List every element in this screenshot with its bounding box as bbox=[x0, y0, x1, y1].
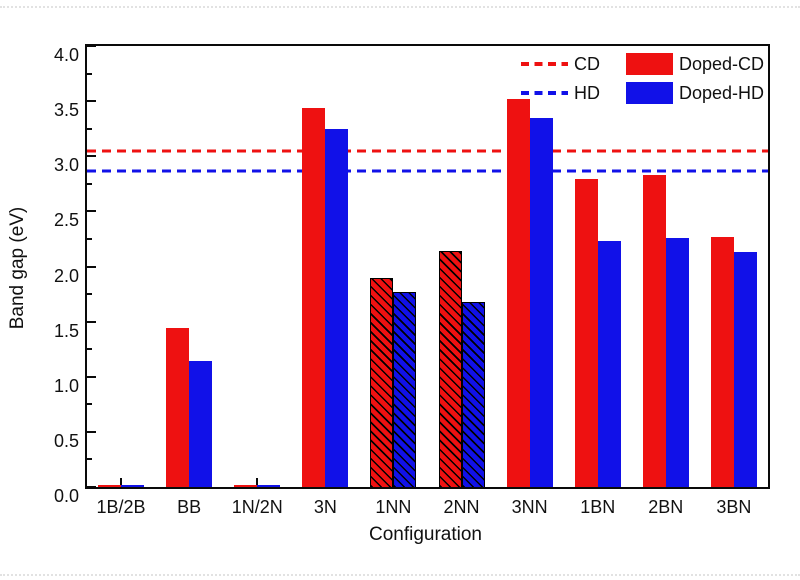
category-label-1b-2b: 1B/2B bbox=[96, 497, 146, 517]
y-tick-label-0.0: 0.0 bbox=[53, 486, 79, 506]
bar-pair-1n-2n bbox=[223, 484, 291, 487]
category-label-2bn: 2BN bbox=[648, 497, 684, 517]
bar-doped-hd-2bn bbox=[665, 237, 689, 487]
y-major-tick-1.50 bbox=[87, 320, 96, 323]
legend-doped-cd-swatch bbox=[625, 53, 673, 75]
group-2bn: 2BN bbox=[632, 46, 700, 517]
group-3n: 3N bbox=[291, 46, 359, 517]
y-major-tick-2.00 bbox=[87, 265, 96, 268]
y-tick-label-1.5: 1.5 bbox=[53, 320, 79, 341]
bar-doped-hd-bb bbox=[189, 361, 213, 487]
bar-doped-hd-3nn bbox=[529, 117, 553, 487]
y-major-tick-0.00 bbox=[87, 486, 96, 488]
y-tick-label-3.0: 3.0 bbox=[53, 155, 79, 176]
top-artifact-line bbox=[0, 6, 800, 8]
x-tick-1b-2b bbox=[120, 478, 123, 487]
bar-doped-cd-3n bbox=[302, 107, 326, 487]
bar-doped-hd-1nn bbox=[393, 291, 417, 487]
category-label-3n: 3N bbox=[313, 497, 337, 517]
y-major-tick-2.50 bbox=[87, 210, 96, 213]
category-label-1bn: 1BN bbox=[580, 497, 616, 517]
legend-cd-dashed-line-sample bbox=[520, 62, 568, 66]
bar-doped-cd-1n-2n bbox=[234, 484, 258, 487]
bar-doped-hd-1n-2n bbox=[257, 484, 281, 487]
bar-doped-hd-2nn bbox=[461, 301, 485, 487]
bar-doped-cd-2nn bbox=[438, 251, 462, 487]
reference-line-cd bbox=[87, 149, 768, 153]
y-minor-tick-2.25 bbox=[87, 237, 92, 240]
legend-hd-dashed-line-sample bbox=[520, 91, 568, 95]
bar-doped-cd-1nn bbox=[370, 277, 394, 487]
group-1n-2n: 1N/2N bbox=[223, 46, 291, 517]
bar-doped-hd-3n bbox=[325, 128, 349, 487]
y-major-tick-1.00 bbox=[87, 375, 96, 378]
legend-doped-cd-label: Doped-CD bbox=[678, 54, 764, 74]
bar-doped-cd-1b-2b bbox=[98, 484, 122, 487]
legend-doped-hd-label: Doped-HD bbox=[678, 83, 764, 103]
group-2nn: 2NN bbox=[427, 46, 495, 517]
bar-pair-3bn bbox=[700, 236, 768, 487]
category-label-3bn: 3BN bbox=[716, 497, 752, 517]
y-minor-tick-0.25 bbox=[87, 458, 92, 461]
bar-pair-2bn bbox=[632, 175, 700, 487]
bar-doped-cd-3bn bbox=[710, 236, 734, 487]
group-1bn: 1BN bbox=[564, 46, 632, 517]
bottom-artifact-line bbox=[0, 574, 800, 576]
bar-doped-cd-2bn bbox=[642, 175, 666, 487]
bar-pair-1b-2b bbox=[87, 484, 155, 487]
group-3bn: 3BN bbox=[700, 46, 768, 517]
y-tick-label-2.5: 2.5 bbox=[53, 210, 79, 231]
group-1nn: 1NN bbox=[359, 46, 427, 517]
y-minor-tick-1.25 bbox=[87, 348, 92, 351]
y-major-tick-4.00 bbox=[87, 45, 96, 47]
bar-doped-hd-1b-2b bbox=[121, 484, 145, 487]
y-minor-tick-0.75 bbox=[87, 403, 92, 406]
category-label-1n-2n: 1N/2N bbox=[231, 497, 283, 517]
category-label-3nn: 3NN bbox=[511, 497, 548, 517]
x-axis-title: Configuration bbox=[368, 524, 483, 545]
category-label-bb: BB bbox=[177, 497, 202, 517]
plot-area: CD Doped-CD HD Doped-HD 1B/2B BB 1N/2N 3N 1N… bbox=[54, 44, 770, 517]
legend: CD Doped-CD HD Doped-HD bbox=[520, 52, 764, 105]
y-axis-title: Band gap (eV) bbox=[7, 206, 28, 330]
bar-groups: 1B/2B BB 1N/2N 3N 1NN 2NN 3NN 1BN 2BN 3BN bbox=[87, 46, 768, 517]
x-tick-1n-2n bbox=[256, 478, 259, 487]
y-tick-label-0.5: 0.5 bbox=[53, 430, 79, 451]
bar-doped-cd-3nn bbox=[506, 98, 530, 487]
y-tick-label-4.0: 4.0 bbox=[53, 45, 79, 65]
y-major-tick-0.50 bbox=[87, 430, 96, 433]
bar-pair-1bn bbox=[564, 179, 632, 487]
y-tick-label-1.0: 1.0 bbox=[53, 375, 79, 396]
legend-cd-label: CD bbox=[573, 54, 600, 74]
group-3nn: 3NN bbox=[496, 46, 564, 517]
reference-line-hd bbox=[87, 169, 768, 173]
bar-pair-3nn bbox=[496, 98, 564, 487]
bar-doped-cd-1bn bbox=[574, 179, 598, 487]
y-major-tick-3.00 bbox=[87, 155, 96, 158]
y-minor-tick-3.25 bbox=[87, 127, 92, 130]
bar-pair-3n bbox=[291, 107, 359, 487]
category-label-1nn: 1NN bbox=[375, 497, 412, 517]
group-1b-2b: 1B/2B bbox=[87, 46, 155, 517]
bar-doped-cd-bb bbox=[166, 328, 190, 487]
y-minor-tick-2.75 bbox=[87, 182, 92, 185]
group-bb: BB bbox=[155, 46, 223, 517]
bar-pair-2nn bbox=[427, 251, 495, 487]
bar-pair-1nn bbox=[359, 277, 427, 487]
bar-doped-hd-3bn bbox=[733, 252, 757, 487]
y-minor-tick-1.75 bbox=[87, 293, 92, 296]
bar-pair-bb bbox=[155, 328, 223, 487]
legend-hd-label: HD bbox=[573, 83, 600, 103]
y-tick-label-3.5: 3.5 bbox=[53, 100, 79, 121]
category-label-2nn: 2NN bbox=[443, 497, 480, 517]
y-minor-tick-3.75 bbox=[87, 72, 92, 75]
legend-doped-hd-swatch bbox=[625, 82, 673, 104]
y-tick-label-2.0: 2.0 bbox=[53, 265, 79, 286]
y-major-tick-3.50 bbox=[87, 100, 96, 103]
bar-doped-hd-1bn bbox=[597, 241, 621, 487]
